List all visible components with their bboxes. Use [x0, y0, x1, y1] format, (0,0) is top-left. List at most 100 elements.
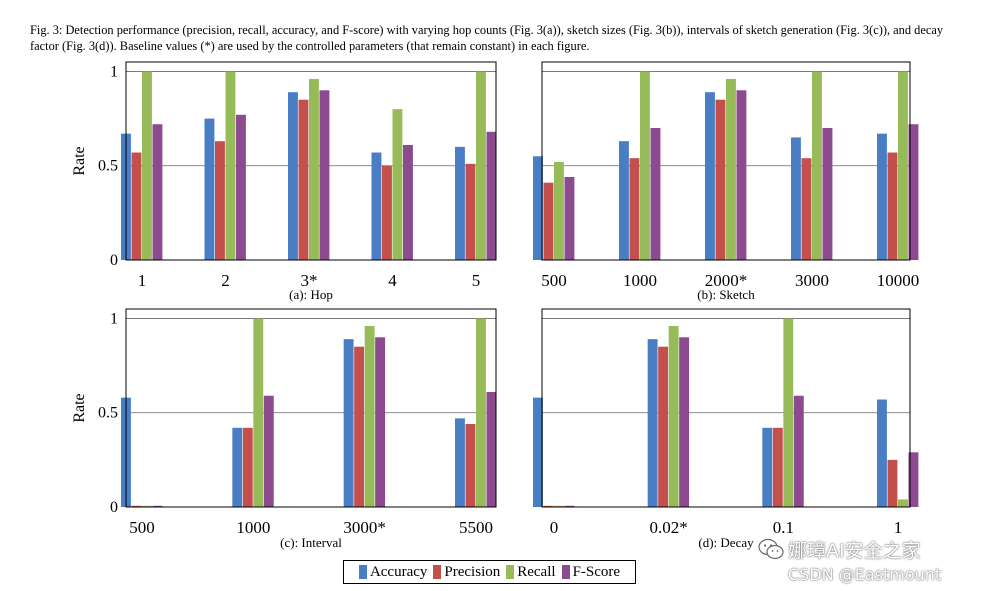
bar-recall-1: [253, 318, 264, 507]
bar-fscore-3: [822, 128, 833, 260]
bar-fscore-1: [650, 128, 661, 260]
watermark-title: 娜璋AI安全之家: [788, 540, 921, 562]
bar-accuracy-4: [877, 133, 887, 260]
bar-accuracy-3: [877, 399, 887, 507]
bar-accuracy-0: [533, 397, 543, 507]
x-tick-label: 5500: [459, 518, 493, 537]
bar-precision-1: [215, 141, 225, 260]
x-tick-label: 2: [221, 271, 230, 290]
legend-swatch-fscore: [561, 565, 570, 579]
bar-precision-4: [887, 152, 898, 260]
plot-frame: [125, 61, 497, 261]
bar-accuracy-3: [791, 137, 801, 260]
bar-fscore-0: [564, 505, 575, 507]
legend-label-accuracy: Accuracy: [369, 563, 428, 580]
bar-fscore-1: [236, 114, 246, 260]
legend-item-precision: Precision: [433, 564, 500, 581]
bar-fscore-2: [736, 90, 747, 261]
chart-panel-0: 1 2 3* 4 5 0 0.5 1 Rate (a): Hop: [71, 61, 497, 302]
bar-precision-1: [658, 346, 669, 507]
x-tick-label: 5: [472, 271, 481, 290]
x-tick-label: 500: [541, 271, 567, 290]
x-tick-label: 1000: [623, 271, 657, 290]
bar-recall-3: [898, 499, 908, 507]
bar-accuracy-2: [288, 92, 298, 261]
bar-accuracy-1: [204, 118, 215, 260]
bar-recall-3: [476, 318, 486, 507]
bar-recall-0: [554, 161, 564, 260]
bar-precision-3: [801, 158, 812, 260]
bar-precision-2: [772, 427, 783, 507]
legend-item-fscore: F-Score: [561, 564, 620, 581]
y-axis-label: Rate: [71, 146, 88, 175]
bar-precision-3: [465, 424, 476, 507]
bar-precision-1: [629, 158, 640, 260]
bar-recall-1: [668, 325, 679, 507]
y-tick-label: 0: [110, 252, 118, 269]
bar-precision-3: [382, 165, 392, 260]
bar-recall-1: [640, 71, 650, 260]
bar-fscore-2: [319, 90, 330, 261]
y-tick-label: 0: [110, 499, 118, 516]
bar-recall-2: [364, 325, 375, 507]
bar-accuracy-4: [455, 146, 465, 260]
bar-recall-0: [142, 71, 152, 260]
bar-recall-2: [309, 78, 319, 260]
wechat-icon: [758, 538, 784, 560]
bar-fscore-1: [679, 337, 690, 507]
bar-fscore-1: [263, 395, 274, 507]
x-tick-label: 0.02*: [650, 518, 688, 537]
bar-fscore-4: [486, 131, 497, 260]
watermark-author: CSDN @Eastmount: [788, 565, 942, 584]
bar-accuracy-1: [647, 339, 658, 507]
bar-accuracy-3: [371, 152, 382, 260]
bar-accuracy-1: [232, 427, 243, 507]
subfigure-title: (c): Interval: [280, 535, 342, 550]
chart-panel-2: 500 1000 3000* 5500 0 0.5 1 Rate (c): Interval: [71, 308, 497, 550]
legend-item-recall: Recall: [506, 563, 556, 581]
bar-recall-1: [225, 71, 236, 260]
bar-recall-0: [554, 505, 564, 507]
x-tick-label: 0.1: [773, 518, 794, 537]
bar-fscore-0: [152, 124, 163, 260]
chart-legend: Accuracy Precision Recall F-Score: [343, 560, 636, 584]
y-tick-label: 1: [110, 310, 118, 327]
x-tick-label: 1000: [236, 518, 270, 537]
bar-precision-0: [131, 505, 142, 507]
bar-fscore-2: [793, 395, 804, 507]
bar-precision-0: [131, 152, 142, 260]
bar-recall-4: [898, 71, 908, 260]
x-tick-label: 0: [550, 518, 559, 537]
bar-recall-3: [392, 109, 403, 261]
bar-precision-4: [465, 163, 476, 260]
subfigure-title: (a): Hop: [289, 287, 333, 302]
bar-recall-4: [476, 71, 486, 260]
legend-item-accuracy: Accuracy: [358, 563, 428, 581]
bar-precision-2: [715, 99, 726, 260]
bar-precision-2: [298, 99, 309, 260]
bar-precision-3: [887, 459, 898, 507]
bar-fscore-0: [564, 177, 575, 260]
x-tick-label: 3000*: [343, 518, 386, 537]
subfigure-title: (d): Decay: [698, 535, 754, 550]
bar-fscore-0: [152, 505, 163, 507]
x-tick-label: 3000: [795, 271, 829, 290]
bar-accuracy-2: [343, 339, 354, 507]
bar-precision-0: [543, 182, 554, 260]
chart-panel-1: 500 1000 2000* 3000 10000 (b): Sketch: [533, 61, 920, 302]
plot-frame: [541, 61, 911, 261]
legend-label-recall: Recall: [517, 563, 556, 580]
x-tick-label: 500: [129, 518, 155, 537]
x-tick-label: 2000*: [705, 271, 748, 290]
x-tick-label: 1: [894, 518, 903, 537]
chart-panel-3: 0 0.02* 0.1 1 (d): Decay: [533, 308, 919, 550]
y-tick-label: 1: [110, 63, 118, 80]
legend-swatch-precision: [433, 565, 442, 579]
figure-caption: Fig. 3: Detection performance (precision…: [30, 23, 944, 53]
y-axis-label: Rate: [71, 393, 88, 422]
legend-swatch-accuracy: [358, 565, 367, 579]
x-tick-label: 10000: [877, 271, 920, 290]
bar-fscore-3: [403, 144, 413, 260]
subfigure-title: (b): Sketch: [697, 287, 755, 302]
